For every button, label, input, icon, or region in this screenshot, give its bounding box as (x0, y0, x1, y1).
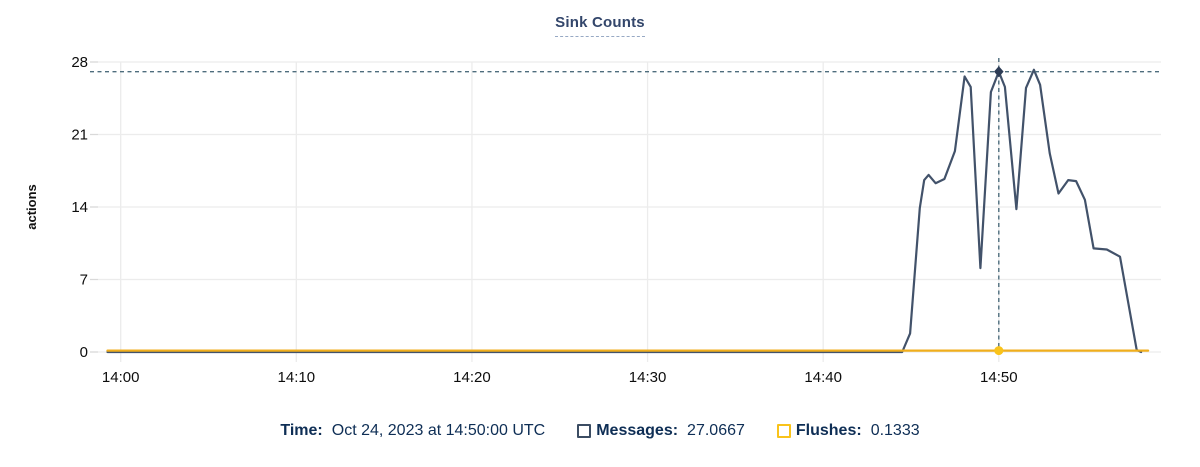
chart-title[interactable]: Sink Counts (555, 14, 645, 37)
y-tick-label: 28 (71, 54, 88, 71)
series-messages-line (106, 68, 1143, 354)
time-value: Oct 24, 2023 at 14:50:00 UTC (331, 422, 546, 439)
x-tick-label: 14:40 (804, 369, 842, 386)
legend-flushes[interactable]: Flushes: 0.1333 (776, 422, 920, 440)
x-tick-label: 14:20 (453, 369, 491, 386)
legend-messages[interactable]: Messages: 27.0667 (577, 422, 745, 440)
messages-swatch-icon (577, 424, 592, 438)
x-tick-label: 14:10 (278, 369, 316, 386)
time-label: Time: (280, 422, 323, 439)
messages-value: 27.0667 (687, 422, 745, 439)
flushes-value: 0.1333 (870, 422, 920, 439)
x-tick-label: 14:30 (629, 369, 667, 386)
x-tick-label: 14:50 (980, 369, 1018, 386)
y-tick-label: 0 (80, 344, 88, 361)
tooltip-time: Time: Oct 24, 2023 at 14:50:00 UTC (280, 422, 545, 440)
messages-point-marker (994, 66, 1004, 78)
sink-counts-chart[interactable]: 0 7 14 21 28 14:00 14:10 14:20 14:30 14:40 14:50 ac… (0, 0, 1200, 400)
y-tick-label: 14 (71, 199, 88, 216)
x-tick-label: 14:00 (102, 369, 140, 386)
flushes-swatch-icon (776, 424, 791, 438)
chart-header: Sink Counts (0, 14, 1200, 37)
y-axis-title: actions (24, 184, 39, 230)
tooltip-footer: Time: Oct 24, 2023 at 14:50:00 UTC Messa… (0, 415, 1200, 447)
y-tick-label: 21 (71, 127, 88, 144)
y-tick-label: 7 (80, 272, 88, 289)
messages-label: Messages: (596, 422, 679, 439)
flushes-point-marker (994, 346, 1004, 356)
flushes-label: Flushes: (795, 422, 862, 439)
